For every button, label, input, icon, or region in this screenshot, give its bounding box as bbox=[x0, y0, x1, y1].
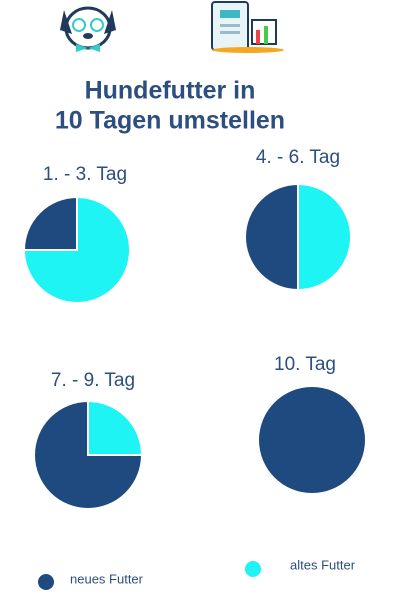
legend-dot bbox=[245, 561, 261, 577]
pie-slice bbox=[22, 195, 131, 304]
legend-label: altes Futter bbox=[290, 557, 356, 572]
clipboard-icon bbox=[211, 1, 284, 53]
pie-title: 7. - 9. Tag bbox=[51, 370, 135, 391]
pie-slice bbox=[259, 387, 365, 493]
legend-label: neues Futter bbox=[70, 571, 144, 586]
legend: neues Futter altes Futter bbox=[38, 557, 356, 590]
dog-icon bbox=[60, 6, 116, 52]
pie-slice bbox=[87, 399, 144, 456]
pie-slice bbox=[244, 182, 299, 292]
pie-title: 10. Tag bbox=[274, 354, 336, 375]
title-line: 10 Tagen umstellen bbox=[55, 107, 285, 135]
pie-title: 1. - 3. Tag bbox=[43, 164, 127, 185]
title-line: Hundefutter in bbox=[85, 77, 256, 105]
pie-slice bbox=[22, 195, 78, 251]
pie-title: 4. - 6. Tag bbox=[256, 147, 340, 168]
pies: 1. - 3. Tag 4. - 6. Tag 7. - 9. Tag 10. Tag bbox=[22, 147, 365, 510]
pie-slice bbox=[297, 182, 352, 292]
legend-dot bbox=[38, 574, 54, 590]
